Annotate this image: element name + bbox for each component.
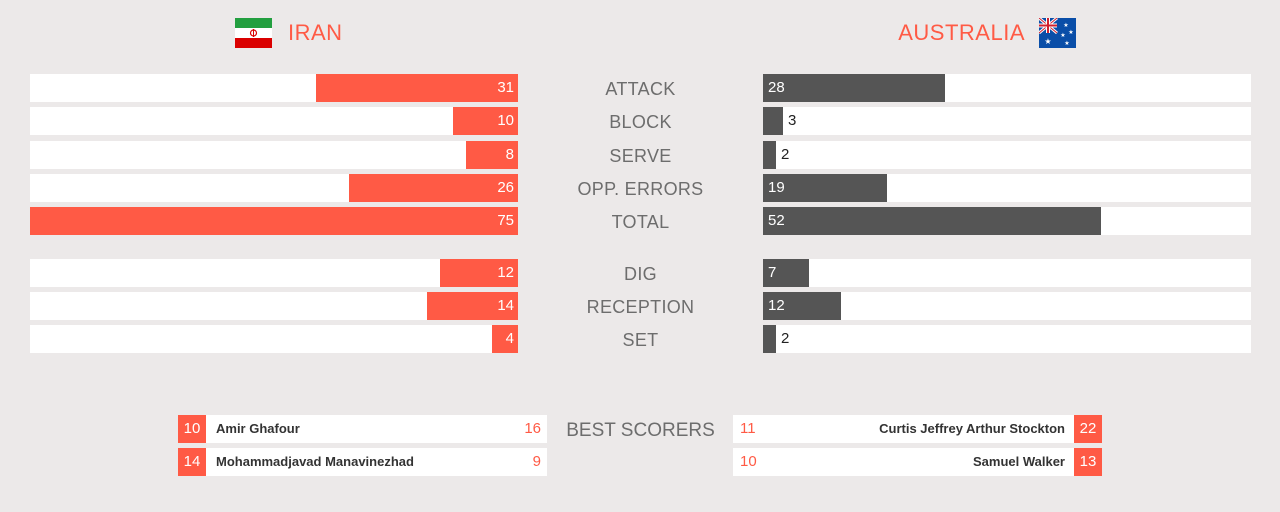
stat-category-label: TOTAL	[611, 212, 670, 232]
stat-category-label: OPP. ERRORS	[577, 179, 704, 199]
home-bar-track: 14	[30, 292, 518, 320]
stat-category-label: DIG	[624, 264, 657, 284]
home-bar: 26	[349, 174, 518, 202]
svg-text:★: ★	[1068, 29, 1073, 36]
away-bar-track: 2	[763, 325, 1251, 353]
away-bar	[763, 207, 1101, 235]
away-team-name: AUSTRALIA	[898, 20, 1025, 45]
away-bar-track: 19	[763, 174, 1251, 202]
stat-row: 31 ATTACK 28	[0, 74, 1280, 102]
home-value-label: 8	[505, 146, 514, 163]
away-scorer-points: 10	[740, 453, 757, 470]
stat-row: 12 DIG 7	[0, 259, 1280, 287]
home-bar-track: 75	[30, 207, 518, 235]
home-value-label: 10	[497, 112, 514, 129]
away-scorer-number: 22	[1074, 415, 1102, 443]
away-bar	[763, 174, 887, 202]
away-bar-track: 3	[763, 107, 1251, 135]
best-scorers-label: BEST SCORERS	[566, 420, 715, 441]
home-bar: 14	[427, 292, 518, 320]
home-bar-track: 26	[30, 174, 518, 202]
away-bar	[763, 292, 841, 320]
away-scorer-name: Curtis Jeffrey Arthur Stockton	[879, 421, 1065, 436]
home-value-label: 4	[505, 330, 514, 347]
away-value-label: 7	[768, 264, 777, 281]
away-scorer-points: 11	[740, 420, 756, 437]
home-team-header: IRAN	[235, 18, 343, 48]
stat-category-label: BLOCK	[609, 112, 672, 132]
away-value-label: 3	[788, 112, 797, 129]
iran-flag-icon	[235, 18, 272, 48]
away-value-label: 2	[781, 330, 790, 347]
home-bar-track: 12	[30, 259, 518, 287]
svg-text:★: ★	[1064, 40, 1069, 47]
stat-category-label: SET	[622, 330, 659, 350]
home-bar: 31	[316, 74, 518, 102]
home-bar-track: 8	[30, 141, 518, 169]
stat-row: 4 SET 2	[0, 325, 1280, 353]
home-bar-track: 10	[30, 107, 518, 135]
away-bar-track: 7	[763, 259, 1251, 287]
svg-text:★: ★	[1044, 37, 1051, 46]
home-bar-track: 31	[30, 74, 518, 102]
stat-row: 14 RECEPTION 12	[0, 292, 1280, 320]
away-bar-track: 2	[763, 141, 1251, 169]
away-bar	[763, 325, 776, 353]
away-team-header: AUSTRALIA ★ ★ ★ ★ ★	[898, 18, 1076, 48]
home-bar: 8	[466, 141, 518, 169]
home-value-label: 26	[497, 179, 514, 196]
home-scorer-name: Mohammadjavad Manavinezhad	[216, 454, 414, 469]
home-value-label: 12	[497, 264, 514, 281]
home-team-name: IRAN	[288, 20, 343, 45]
home-scorer-name: Amir Ghafour	[216, 421, 300, 436]
stat-row: 10 BLOCK 3	[0, 107, 1280, 135]
home-scorer-points: 16	[524, 420, 541, 437]
away-scorer-row: 11 Curtis Jeffrey Arthur Stockton 22	[733, 415, 1102, 443]
home-bar-track: 4	[30, 325, 518, 353]
australia-flag-icon: ★ ★ ★ ★ ★	[1039, 18, 1076, 48]
stat-category-label: RECEPTION	[586, 297, 695, 317]
away-scorer-name: Samuel Walker	[972, 454, 1065, 469]
away-bar	[763, 74, 945, 102]
away-value-label: 2	[781, 146, 790, 163]
away-bar-track: 12	[763, 292, 1251, 320]
svg-text:★: ★	[1063, 22, 1068, 29]
home-scorer-row: 14 Mohammadjavad Manavinezhad 9	[178, 448, 547, 476]
home-value-label: 31	[497, 79, 514, 96]
away-value-label: 52	[768, 212, 785, 229]
home-value-label: 14	[497, 297, 514, 314]
away-bar	[763, 107, 783, 135]
stat-row: 75 TOTAL 52	[0, 207, 1280, 235]
svg-text:★: ★	[1060, 32, 1065, 39]
stat-row: 26 OPP. ERRORS 19	[0, 174, 1280, 202]
away-bar-track: 28	[763, 74, 1251, 102]
away-scorer-row: 10 Samuel Walker 13	[733, 448, 1102, 476]
stat-category-label: ATTACK	[605, 79, 676, 99]
home-scorer-points: 9	[532, 453, 541, 470]
away-scorer-number: 13	[1074, 448, 1102, 476]
home-bar: 10	[453, 107, 518, 135]
away-value-label: 28	[768, 79, 785, 96]
home-scorer-row: 10 Amir Ghafour 16	[178, 415, 547, 443]
home-scorer-number: 14	[178, 448, 206, 476]
home-bar: 75	[30, 207, 518, 235]
home-bar: 4	[492, 325, 518, 353]
away-bar	[763, 141, 776, 169]
home-bar: 12	[440, 259, 518, 287]
away-bar	[763, 259, 809, 287]
away-value-label: 12	[768, 297, 785, 314]
stat-row: 8 SERVE 2	[0, 141, 1280, 169]
stat-category-label: SERVE	[609, 146, 672, 166]
home-value-label: 75	[497, 212, 514, 229]
away-value-label: 19	[768, 179, 785, 196]
away-bar-track: 52	[763, 207, 1251, 235]
home-scorer-number: 10	[178, 415, 206, 443]
